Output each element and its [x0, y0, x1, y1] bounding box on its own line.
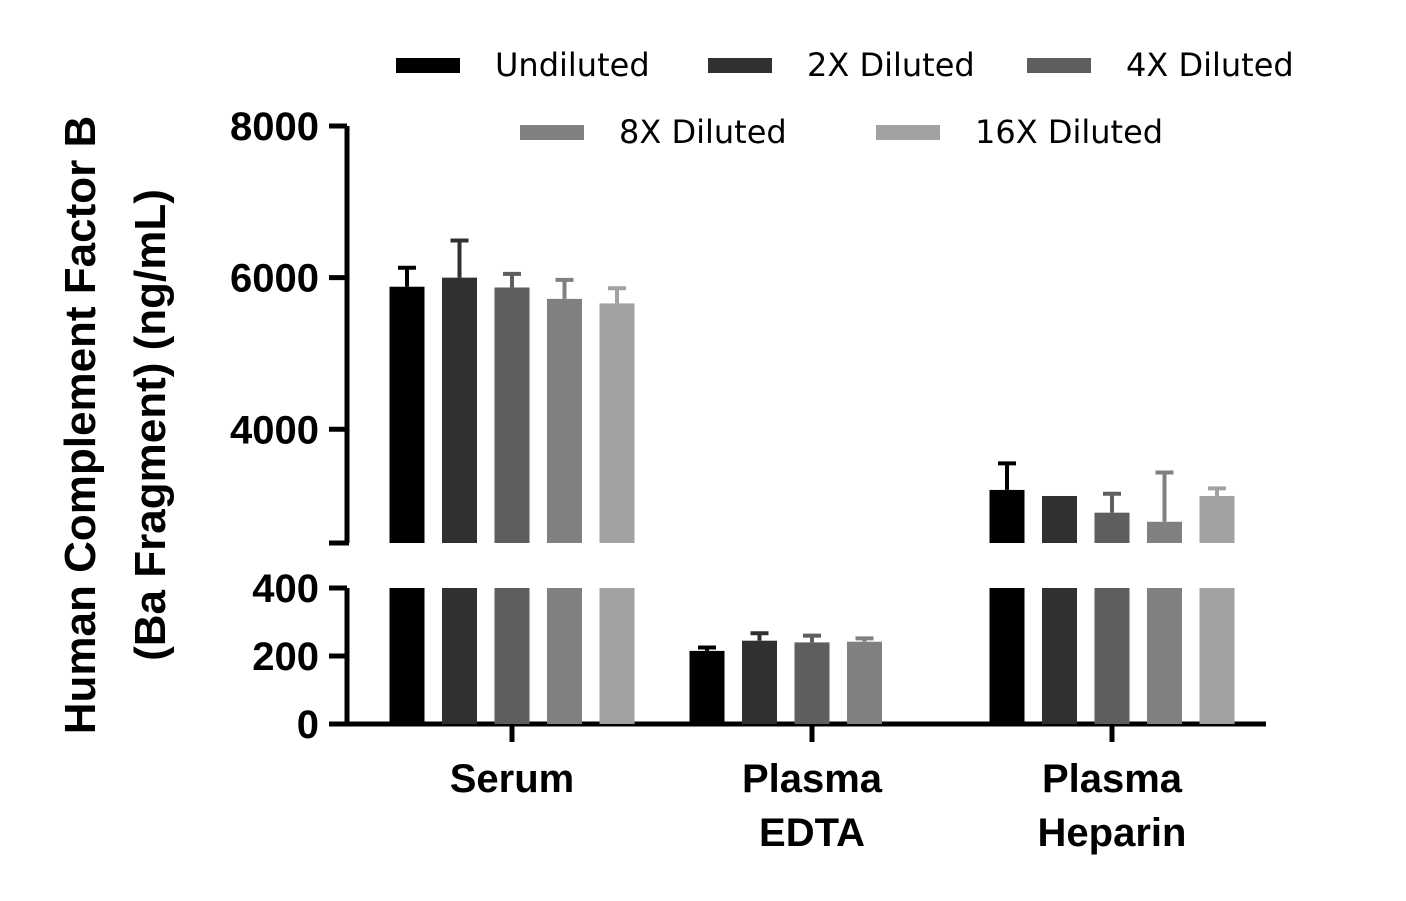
- bar: [847, 641, 882, 724]
- legend-label: 8X Diluted: [619, 113, 787, 151]
- bars: [389, 277, 1235, 724]
- bar-lower: [989, 588, 1025, 724]
- bar-upper: [389, 286, 425, 543]
- bar-lower: [1042, 588, 1077, 724]
- y-tick-label: 200: [252, 635, 319, 679]
- bar-upper: [494, 287, 530, 543]
- x-tick-label: EDTA: [759, 811, 865, 855]
- bar: [689, 650, 725, 724]
- legend-swatch: [876, 125, 940, 140]
- legend-label: 16X Diluted: [975, 113, 1163, 151]
- bar-upper: [599, 303, 635, 543]
- bar-upper: [1199, 495, 1235, 543]
- bar-upper: [1094, 512, 1130, 543]
- error-bars: [398, 238, 1226, 651]
- x-tick-label: Plasma: [1042, 757, 1183, 801]
- y-tick-label: 6000: [230, 257, 319, 301]
- x-tick-label: Heparin: [1038, 811, 1187, 855]
- legend-swatch: [708, 58, 772, 73]
- legend-label: 4X Diluted: [1126, 46, 1294, 84]
- y-axis-label: (Ba Fragment) (ng/mL): [126, 189, 175, 661]
- y-tick-label: 4000: [230, 408, 319, 452]
- bar-lower: [494, 588, 530, 724]
- legend: Undiluted 2X Diluted 4X Diluted 8X Diluted 1…: [396, 46, 1294, 151]
- bar-upper: [1042, 495, 1077, 543]
- y-axis-label: Human Complement Factor B: [56, 116, 105, 735]
- legend-swatch: [396, 58, 460, 73]
- legend-swatch: [1027, 58, 1091, 73]
- legend-label: Undiluted: [495, 46, 650, 84]
- y-tick-label: 0: [297, 703, 319, 747]
- bar-upper: [442, 277, 477, 543]
- bar: [742, 640, 777, 724]
- legend-swatch: [520, 125, 584, 140]
- bar-lower: [1094, 588, 1130, 724]
- x-tick-label: Plasma: [742, 757, 883, 801]
- bar-lower: [599, 588, 635, 724]
- bar-upper: [1147, 521, 1182, 543]
- bar: [794, 642, 830, 724]
- bar-upper: [989, 489, 1025, 543]
- labels: Serum Plasma EDTA Plasma Heparin Human Comple…: [56, 116, 1186, 855]
- bar-lower: [1147, 588, 1182, 724]
- y-tick-label: 8000: [230, 105, 319, 149]
- bar-upper: [547, 298, 582, 543]
- bar-lower: [547, 588, 582, 724]
- legend-label: 2X Diluted: [807, 46, 975, 84]
- x-tick-label: Serum: [450, 757, 575, 801]
- bar-lower: [442, 588, 477, 724]
- bar-lower: [1199, 588, 1235, 724]
- bar-lower: [389, 588, 425, 724]
- y-tick-label: 400: [252, 567, 319, 611]
